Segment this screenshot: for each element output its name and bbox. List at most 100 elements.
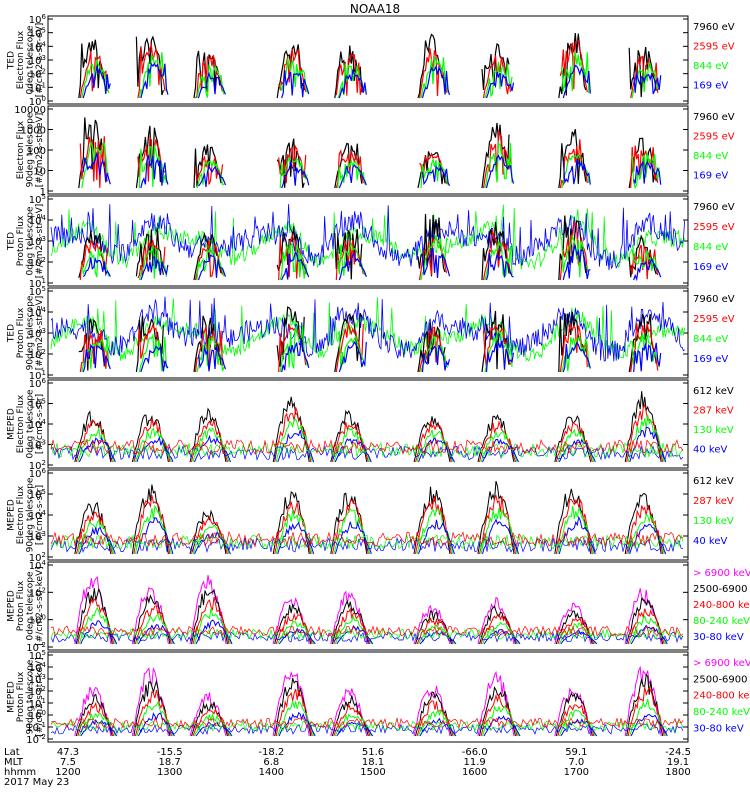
flux-burst	[78, 606, 116, 645]
flux-burst	[626, 673, 664, 737]
legend-entry: 30-80 keV	[693, 723, 744, 734]
footer-mlt: 7.0	[568, 757, 584, 768]
footer-hhmm: 1500	[360, 767, 385, 778]
footer-mlt: 19.1	[667, 757, 689, 768]
flux-baseline	[50, 630, 684, 644]
flux-burst	[630, 323, 659, 373]
footer-lat: 59.1	[565, 747, 587, 758]
flux-burst	[275, 509, 313, 555]
legend-entry: 844 eV	[693, 151, 728, 162]
flux-burst	[631, 62, 660, 99]
y-axis-label-line: 90deg telescope	[26, 112, 36, 187]
legend-entry: 130 keV	[693, 425, 734, 436]
flux-burst	[196, 244, 225, 281]
legend-entry: 169 eV	[693, 81, 728, 92]
flux-burst	[138, 52, 167, 99]
y-axis-label-line: MEPED	[7, 590, 17, 622]
y-tick-label: 103	[29, 673, 46, 686]
flux-baseline	[50, 716, 684, 730]
flux-burst	[189, 575, 227, 645]
legend-entry: 40 keV	[693, 445, 727, 456]
flux-burst	[281, 251, 310, 281]
y-axis-label-line: MEPED	[7, 499, 17, 531]
flux-burst	[335, 239, 364, 281]
y-tick-label: 101	[29, 697, 46, 710]
panel-traces	[50, 665, 684, 737]
flux-burst	[275, 688, 313, 737]
legend-entry: 169 eV	[693, 171, 728, 182]
flux-burst	[196, 160, 225, 189]
flux-burst	[338, 251, 367, 281]
flux-burst	[336, 721, 374, 737]
flux-burst	[136, 436, 174, 463]
flux-burst	[195, 54, 224, 99]
legend-entry: 844 eV	[693, 334, 728, 345]
flux-burst	[335, 52, 364, 96]
flux-burst	[198, 164, 227, 187]
y-tick-label: 102	[29, 586, 46, 599]
flux-burst	[415, 495, 452, 555]
flux-burst	[134, 504, 172, 555]
y-tick-label: 105	[29, 398, 46, 411]
flux-burst	[562, 341, 591, 373]
flux-burst	[196, 336, 225, 373]
flux-burst	[337, 158, 366, 189]
flux-burst	[331, 421, 369, 463]
plot-title: NOAA18	[350, 2, 400, 16]
y-axis-label-line: TED	[7, 51, 17, 70]
flux-burst	[140, 62, 169, 99]
flux-burst	[627, 414, 665, 463]
footer-hhmm: 1600	[462, 767, 487, 778]
panel-traces	[50, 480, 684, 555]
flux-burst	[337, 329, 366, 370]
y-tick-label: 100	[29, 95, 46, 108]
flux-burst	[189, 692, 227, 737]
y-tick-label: 102	[29, 459, 46, 472]
y-tick-label: 101	[29, 369, 46, 382]
flux-burst	[79, 330, 108, 373]
flux-baseline	[50, 530, 684, 547]
y-axis-label-line: Proton Flux	[16, 307, 26, 358]
flux-burst	[421, 64, 451, 99]
flux-burst	[334, 438, 372, 463]
flux-burst	[138, 333, 167, 373]
flux-burst	[191, 515, 228, 555]
y-axis-label: MEPED Proton Flux 90deg telescope [#/cm2-s-…	[7, 657, 46, 736]
flux-burst	[197, 254, 227, 281]
flux-burst	[134, 427, 172, 463]
flux-burst	[189, 509, 227, 555]
flux-burst	[281, 70, 310, 99]
legend-entry: 287 keV	[693, 406, 734, 417]
y-tick-label: 100	[29, 709, 46, 722]
footer-hhmm: 1400	[259, 767, 284, 778]
legend-entry: 169 eV	[693, 354, 728, 365]
y-axis-label: TED Electron Flux 0deg telescope [#/cm2-s-s…	[7, 23, 46, 98]
flux-burst	[82, 343, 111, 373]
y-axis-label-line: 90deg telescope	[26, 295, 36, 370]
flux-burst	[558, 622, 596, 645]
footer-lat: -18.2	[258, 747, 284, 758]
footer-mlt: 18.1	[362, 757, 384, 768]
flux-burst	[81, 139, 109, 189]
flux-burst	[274, 407, 312, 463]
flux-burst	[277, 700, 315, 737]
flux-burst	[480, 507, 518, 555]
flux-burst	[134, 605, 172, 645]
flux-burst	[134, 689, 172, 737]
y-tick-label: 105	[29, 649, 46, 662]
y-axis-label-line: TED	[7, 232, 17, 251]
flux-baseline	[50, 723, 684, 736]
flux-burst	[479, 686, 516, 737]
y-axis-label: TED Proton Flux 90deg telescope [#/cm2-s-st…	[7, 295, 46, 370]
y-tick-label: 102	[29, 685, 46, 698]
flux-burst	[633, 73, 662, 95]
legend-entry: 2595 eV	[693, 42, 735, 53]
legend-entry: 169 eV	[693, 262, 728, 273]
legend-entry: 844 eV	[693, 242, 728, 253]
flux-burst	[334, 521, 372, 555]
flux-burst	[82, 151, 111, 185]
flux-burst	[79, 239, 108, 281]
flux-burst	[279, 325, 308, 373]
flux-burst	[75, 587, 113, 645]
